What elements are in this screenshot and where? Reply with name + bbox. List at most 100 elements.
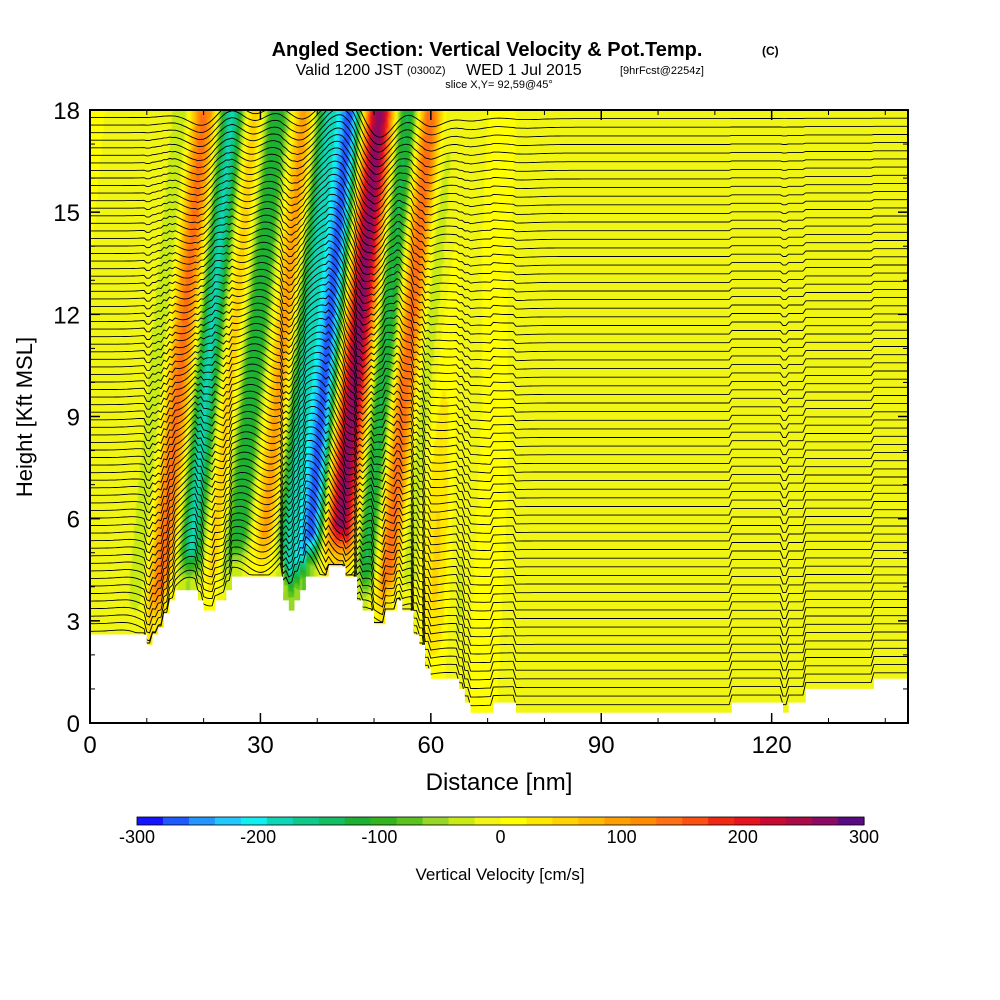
theta-contour-line <box>90 514 908 664</box>
colorbar-segment <box>500 817 528 825</box>
theta-contour-line <box>90 542 908 698</box>
y-tick-label: 6 <box>67 507 80 534</box>
theta-contour-line <box>90 535 908 689</box>
chart-subtitle-zulu: (0300Z) <box>407 65 446 77</box>
chart-title-unit: (C) <box>762 44 779 58</box>
colorbar-segment <box>266 817 294 825</box>
y-tick-label: 0 <box>67 711 80 738</box>
theta-contour-line <box>90 419 908 543</box>
x-tick-label: 120 <box>752 732 792 759</box>
theta-contour-line <box>90 114 908 168</box>
theta-contour-line <box>90 460 908 595</box>
theta-contour-line <box>90 302 908 396</box>
colorbar: -300 -200 -100 0 100 200 300 <box>119 816 879 847</box>
theta-contour-line <box>90 378 908 491</box>
theta-contour-line <box>90 140 908 198</box>
colorbar-tick-label: -200 <box>240 827 276 847</box>
theta-contour-line <box>90 167 908 227</box>
theta-contour-line <box>90 187 908 250</box>
potential-temperature-contours <box>90 110 908 707</box>
colorbar-segment <box>760 817 787 825</box>
theta-contour-line <box>90 110 908 146</box>
theta-contour-line <box>90 160 908 220</box>
theta-contour-line <box>90 309 908 405</box>
colorbar-segment <box>344 817 372 825</box>
theta-contour-line <box>90 200 908 267</box>
theta-contour-line <box>90 233 908 310</box>
colorbar-segment <box>240 817 268 825</box>
theta-contour-line <box>90 287 908 379</box>
theta-contour-line <box>90 412 908 534</box>
theta-contour-line <box>90 294 908 387</box>
theta-contour-line <box>90 372 908 483</box>
theta-contour-line <box>90 385 908 500</box>
theta-contour-line <box>90 154 908 212</box>
colorbar-segment <box>526 817 554 825</box>
theta-contour-line <box>90 323 908 422</box>
theta-contour-line <box>90 173 908 234</box>
theta-contour-line <box>90 134 908 190</box>
colorbar-segment <box>682 817 709 825</box>
x-tick-label: 90 <box>588 732 615 759</box>
chart-slice-label: slice X,Y= 92,59@45° <box>445 79 553 91</box>
axes: 0 30 60 90 120 0 3 6 9 12 15 18 <box>53 98 908 759</box>
theta-contour-line <box>90 406 908 526</box>
colorbar-segment <box>448 817 476 825</box>
theta-contour-line <box>90 260 908 344</box>
theta-contour-line <box>90 480 908 620</box>
chart-subtitle-main: Valid 1200 JST <box>296 62 404 79</box>
theta-contour-line <box>90 550 908 707</box>
colorbar-segment <box>396 817 424 825</box>
theta-contour-line <box>90 193 908 259</box>
theta-contour-line <box>90 207 908 276</box>
y-tick-label: 9 <box>67 405 80 432</box>
colorbar-segment <box>162 817 190 825</box>
colorbar-segment <box>188 817 216 825</box>
colorbar-tick-label: 100 <box>607 827 637 847</box>
theta-contour-line <box>90 473 908 612</box>
y-tick-label: 3 <box>67 609 80 636</box>
terrain-mask <box>90 566 908 723</box>
colorbar-segment <box>786 817 813 825</box>
colorbar-label: Vertical Velocity [cm/s] <box>415 865 584 884</box>
theta-contour-line <box>90 487 908 629</box>
theta-contour-line <box>90 253 908 336</box>
theta-contour-line <box>90 358 908 465</box>
x-tick-label: 30 <box>247 732 274 759</box>
colorbar-segment <box>734 817 761 825</box>
colorbar-segment <box>422 817 450 825</box>
theta-contour-line <box>90 280 908 370</box>
x-tick-label: 0 <box>83 732 96 759</box>
theta-contour-line <box>90 521 908 672</box>
theta-contour-line <box>90 220 908 293</box>
colorbar-tick-label: -300 <box>119 827 155 847</box>
colorbar-segment <box>474 817 502 825</box>
colorbar-segment <box>137 817 164 825</box>
chart-title: Angled Section: Vertical Velocity & Pot.… <box>272 39 703 61</box>
theta-contour-line <box>90 426 908 552</box>
theta-contour-line <box>90 316 908 413</box>
theta-contour-line <box>90 274 908 362</box>
colorbar-tick-label: 0 <box>495 827 505 847</box>
y-tick-label: 18 <box>53 98 80 125</box>
theta-contour-line <box>90 345 908 448</box>
theta-contour-line <box>90 439 908 569</box>
colorbar-segment <box>604 817 631 825</box>
theta-contour-line <box>90 392 908 508</box>
y-tick-label: 12 <box>53 302 80 329</box>
theta-contour-line <box>90 331 908 431</box>
x-axis-label: Distance [nm] <box>426 769 573 796</box>
theta-contour-line <box>90 365 908 474</box>
colorbar-segment <box>630 817 657 825</box>
colorbar-segment <box>838 817 865 825</box>
colorbar-segment <box>214 817 242 825</box>
theta-contour-line <box>90 399 908 517</box>
theta-contour-line <box>90 147 908 205</box>
colorbar-frame <box>136 816 865 826</box>
colorbar-segment <box>370 817 398 825</box>
colorbar-segment <box>318 817 346 825</box>
colorbar-tick-label: -100 <box>361 827 397 847</box>
theta-contour-line <box>90 213 908 284</box>
theta-contour-line <box>90 267 908 353</box>
